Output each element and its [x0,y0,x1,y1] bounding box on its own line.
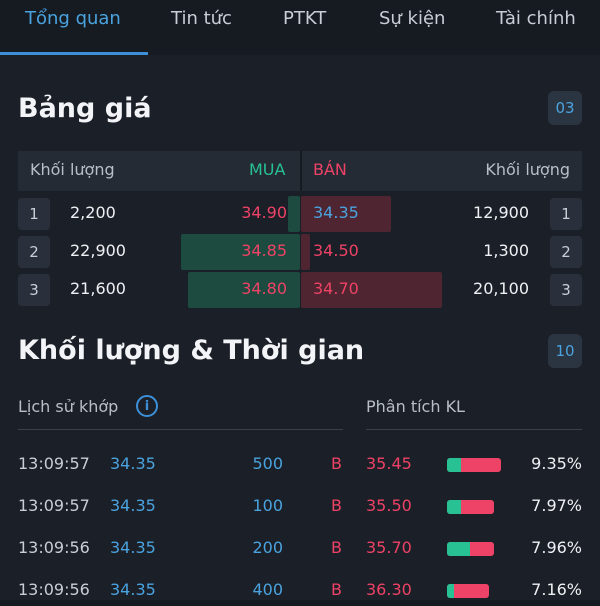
trade-price: 34.35 [110,538,156,557]
orderbook-header: Khối lượng MUA BÁN Khối lượng [18,151,582,191]
volume-time-count-badge[interactable]: 10 [548,334,582,368]
main-content: Bảng giá 03 Khối lượng MUA BÁN Khối lượn… [0,55,600,600]
buy-depth-bar [181,234,300,270]
level-index-right: 1 [550,198,582,230]
level-index-right: 3 [550,274,582,306]
analysis-price: 35.70 [366,538,412,557]
orderbook-row: 1 2,200 34.90 34.35 12,900 1 [18,196,582,232]
trade-side: B [331,496,342,515]
orderbook-depth-badge[interactable]: 03 [548,91,582,125]
tab-overview[interactable]: Tổng quan [25,8,121,29]
level-index: 1 [18,198,50,230]
level-index-right: 2 [550,236,582,268]
trade-price: 34.35 [110,454,156,473]
match-history-label: Lịch sử khớp [18,397,119,416]
orderbook-title: Bảng giá [18,93,152,124]
sell-depth-bar [301,196,391,232]
trade-time: 13:09:56 [18,538,90,557]
buy-volume: 22,900 [70,241,126,260]
analysis-percent: 7.97% [531,496,582,515]
sell-depth-bar [301,272,442,308]
trade-time: 13:09:57 [18,496,90,515]
volume-time-title: Khối lượng & Thời gian [18,335,365,366]
trade-price: 34.35 [110,580,156,599]
analysis-price: 36.30 [366,580,412,599]
orderbook-row: 2 22,900 34.85 34.50 1,300 2 [18,234,582,270]
sell-price[interactable]: 34.35 [313,203,359,222]
buy-sell-ratio-bar [447,458,501,472]
sell-depth-bar [301,234,310,270]
orderbook-row: 3 21,600 34.80 34.70 20,100 3 [18,272,582,308]
top-tab-bar: Tổng quan Tin tức PTKT Sự kiện Tài chính [0,0,600,55]
tab-news[interactable]: Tin tức [171,8,232,29]
tab-technical-analysis[interactable]: PTKT [283,8,327,29]
buy-depth-bar [288,196,300,232]
trade-volume: 100 [252,496,283,515]
buy-price[interactable]: 34.90 [241,203,287,222]
buy-depth-bar [188,272,300,308]
history-divider [18,429,343,430]
trade-time: 13:09:57 [18,454,90,473]
analysis-price: 35.45 [366,454,412,473]
active-tab-indicator [0,52,148,55]
analysis-price: 35.50 [366,496,412,515]
trade-side: B [331,580,342,599]
buy-volume: 2,200 [70,203,116,222]
sell-price[interactable]: 34.50 [313,241,359,260]
trade-row: 13:09:57 34.35 100 B 35.50 7.97% [0,492,600,522]
trade-price: 34.35 [110,496,156,515]
buy-volume-header: Khối lượng [30,160,115,179]
header-divider [300,151,302,191]
volume-analysis-label: Phân tích KL [366,397,465,416]
trade-side: B [331,538,342,557]
info-icon[interactable]: i [136,395,158,417]
sell-volume: 12,900 [473,203,529,222]
buy-volume: 21,600 [70,279,126,298]
buy-sell-ratio-bar [447,500,494,514]
buy-sell-ratio-bar [447,542,494,556]
trade-time: 13:09:56 [18,580,90,599]
trade-side: B [331,454,342,473]
sell-price[interactable]: 34.70 [313,279,359,298]
level-index: 2 [18,236,50,268]
buy-price[interactable]: 34.85 [241,241,287,260]
trade-row: 13:09:56 34.35 400 B 36.30 7.16% [0,576,600,606]
sell-volume: 1,300 [483,241,529,260]
tab-financials[interactable]: Tài chính [496,8,576,29]
level-index: 3 [18,274,50,306]
buy-sell-ratio-bar [447,584,489,598]
analysis-percent: 7.96% [531,538,582,557]
trade-row: 13:09:56 34.35 200 B 35.70 7.96% [0,534,600,564]
sell-volume-header: Khối lượng [485,160,570,179]
buy-price[interactable]: 34.80 [241,279,287,298]
sell-volume: 20,100 [473,279,529,298]
trade-volume: 400 [252,580,283,599]
trade-volume: 500 [252,454,283,473]
analysis-percent: 7.16% [531,580,582,599]
analysis-divider [366,429,582,430]
analysis-percent: 9.35% [531,454,582,473]
tab-events[interactable]: Sự kiện [379,8,446,29]
trade-row: 13:09:57 34.35 500 B 35.45 9.35% [0,450,600,480]
buy-header: MUA [249,160,286,179]
trade-volume: 200 [252,538,283,557]
sell-header: BÁN [313,160,347,179]
